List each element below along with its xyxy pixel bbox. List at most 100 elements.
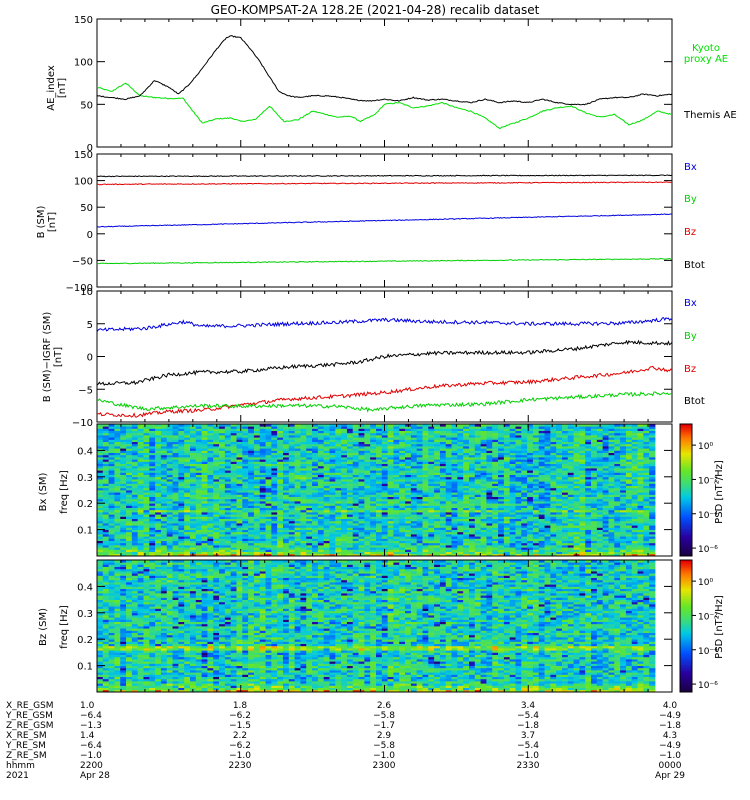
spectrogram-cell: [341, 512, 348, 515]
spectrogram-cell: [131, 452, 139, 456]
spectrogram-cell: [271, 498, 278, 502]
spectrogram-cell: [381, 487, 389, 491]
spectrogram-cell: [172, 518, 179, 522]
spectrogram-cell: [323, 472, 330, 475]
spectrogram-cell: [242, 465, 249, 469]
spectrogram-cell: [219, 531, 226, 535]
spectrogram-cell: [277, 545, 284, 548]
spectrogram-cell: [195, 474, 203, 478]
spectrogram-cell: [97, 485, 104, 489]
spectrogram-cell: [306, 483, 313, 486]
spectrogram-cell: [166, 551, 173, 555]
spectrogram-cell: [457, 430, 464, 434]
spectrogram-cell: [149, 459, 156, 462]
spectrogram-cell: [172, 437, 179, 440]
spectrogram-cell: [399, 514, 406, 517]
spectrogram-cell: [277, 479, 284, 482]
spectrogram-cell: [131, 505, 139, 508]
spectrogram-cell: [317, 525, 325, 528]
spectrogram-cell: [428, 476, 435, 480]
spectrogram-cell: [224, 516, 232, 519]
spectrogram-cell: [172, 470, 179, 473]
spectrogram-cell: [155, 514, 162, 517]
y-tick-label: 0: [87, 230, 93, 241]
spectrogram-cell: [329, 463, 336, 467]
spectrogram-cell: [422, 503, 429, 506]
spectrogram-cell: [126, 424, 133, 427]
spectrogram-cell: [283, 468, 290, 471]
spectrogram-cell: [230, 443, 237, 447]
spectrogram-cell: [329, 520, 336, 524]
spectrogram-cell: [102, 448, 110, 451]
spectrogram-cell: [213, 540, 220, 544]
spectrogram-cell: [439, 457, 447, 460]
spectrogram-cell: [213, 446, 220, 449]
spectrogram-cell: [422, 454, 429, 458]
spectrogram-cell: [294, 465, 301, 469]
spectrogram-cell: [317, 520, 325, 524]
spectrogram-cell: [155, 520, 162, 524]
spectrogram-cell: [224, 424, 232, 427]
spectrogram-cell: [248, 501, 255, 504]
spectrogram-cell: [213, 474, 220, 478]
spectrogram-cell: [341, 498, 348, 502]
spectrogram-cell: [265, 553, 272, 557]
spectrogram-cell: [387, 551, 394, 555]
spectrogram-cell: [352, 435, 359, 438]
spectrogram-cell: [288, 459, 296, 462]
spectrogram-cell: [195, 553, 203, 557]
spectrogram-cell: [341, 547, 348, 550]
spectrogram-cell: [97, 540, 104, 544]
spectrogram-cell: [451, 507, 458, 511]
spectrogram-cell: [370, 476, 377, 480]
spectrogram-cell: [184, 481, 191, 484]
spectrogram-cell: [149, 540, 156, 544]
spectrogram-cell: [160, 540, 168, 544]
spectrogram-cell: [428, 472, 435, 475]
spectrogram-cell: [428, 553, 435, 557]
spectrogram-cell: [439, 452, 447, 456]
spectrogram-cell: [120, 538, 127, 541]
spectrogram-cell: [387, 531, 394, 535]
spectrogram-cell: [102, 531, 110, 535]
spectrogram-cell: [149, 437, 156, 440]
spectrogram-cell: [242, 492, 249, 495]
spectrogram-cell: [248, 479, 255, 482]
spectrogram-cell: [451, 443, 458, 447]
spectrogram-cell: [335, 516, 342, 519]
spectrogram-cell: [195, 507, 203, 511]
spectrogram-cell: [439, 472, 447, 475]
spectrogram-cell: [370, 428, 377, 431]
spectrogram-cell: [224, 538, 232, 541]
spectrogram-cell: [97, 553, 104, 557]
spectrogram-cell: [253, 518, 261, 522]
spectrogram-cell: [439, 439, 447, 442]
spectrogram-cell: [155, 483, 162, 486]
spectrogram-cell: [410, 424, 418, 427]
spectrogram-cell: [393, 542, 400, 546]
spectrogram-cell: [323, 470, 330, 473]
spectrogram-cell: [335, 536, 342, 539]
spectrogram-cell: [102, 540, 110, 544]
spectrogram-cell: [131, 443, 139, 447]
spectrogram-cell: [230, 424, 237, 427]
spectrogram-cell: [277, 430, 284, 434]
spectrogram-cell: [102, 461, 110, 464]
spectrogram-cell: [248, 441, 255, 445]
spectrogram-cell: [155, 441, 162, 445]
spectrogram-cell: [108, 507, 115, 511]
spectrogram-cell: [329, 476, 336, 480]
spectrogram-cell: [439, 468, 447, 471]
spectrogram-cell: [381, 536, 389, 539]
spectrogram-cell: [457, 481, 464, 484]
spectrogram-cell: [219, 551, 226, 555]
spectrogram-cell: [457, 479, 464, 482]
spectrogram-cell: [335, 435, 342, 438]
spectrogram-cell: [160, 490, 168, 493]
spectrogram-cell: [166, 441, 173, 445]
spectrogram-cell: [399, 505, 406, 508]
spectrogram-cell: [230, 531, 237, 535]
spectrogram-cell: [364, 496, 371, 500]
spectrogram-cell: [346, 441, 354, 445]
spectrogram-cell: [207, 457, 214, 460]
